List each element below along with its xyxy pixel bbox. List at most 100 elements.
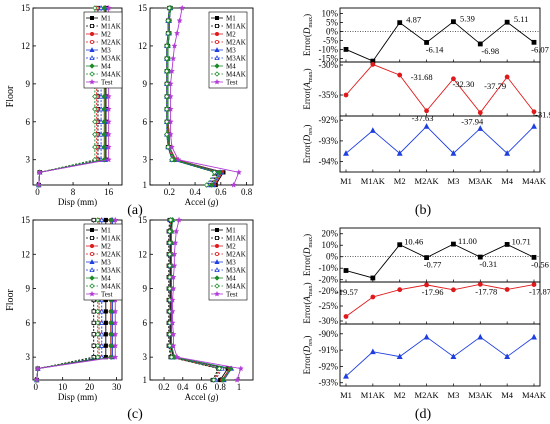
- a-accel-legend-label-m2ak: M2AK: [226, 39, 246, 47]
- a-accel-point-m4ak: [211, 169, 218, 176]
- c-disp-legend-marker: [90, 243, 95, 248]
- d-point-2: [370, 294, 376, 300]
- d-category-label: M2: [394, 390, 406, 400]
- b-point-2: [424, 108, 429, 114]
- a-disp-legend-label-m1: M1: [101, 15, 111, 23]
- d-point-1: [370, 275, 376, 281]
- b-ytick-label: -94%: [319, 157, 339, 167]
- c-disp-point-test: [34, 365, 41, 372]
- d-ytick-label: -20%: [319, 286, 339, 296]
- a-disp-point-m4: [101, 5, 107, 11]
- d-point-2: [397, 287, 403, 293]
- a-disp-legend-marker: [90, 23, 95, 28]
- c-disp-point-test: [112, 331, 119, 337]
- d-point-2: [343, 314, 349, 319]
- b-point-3: [477, 125, 484, 131]
- b-point-3: [423, 123, 430, 129]
- c-disp-point-m4ak: [94, 342, 101, 349]
- b-point-1: [477, 41, 483, 47]
- a-accel-point-m4ak: [163, 43, 170, 49]
- c-accel-legend-marker: [214, 251, 219, 256]
- d-category-label: M1: [340, 390, 352, 400]
- a-disp-xtick-label: 16: [104, 187, 114, 197]
- a-accel-point-m4ak: [169, 156, 175, 163]
- c-disp-point-m3ak: [99, 217, 105, 223]
- a-accel-xtick-label: 0.4: [189, 187, 201, 197]
- a-disp-xtick-label: 0: [35, 187, 40, 197]
- c-disp-legend-label-m2ak: M2AK: [101, 251, 121, 259]
- d-annotation: -0.56: [531, 259, 549, 269]
- c-disp-ytick-label: 6: [26, 318, 31, 328]
- c-accel-ytick-label: 1: [143, 375, 148, 385]
- c-disp-point-m1ak: [91, 320, 96, 325]
- c-accel-point-m4ak: [167, 217, 174, 223]
- c-accel-legend-label-m4: M4: [226, 275, 236, 283]
- a-accel-point-m4ak: [166, 5, 173, 11]
- a-disp-legend-marker: [90, 40, 95, 45]
- c-disp-point-m4ak: [94, 331, 101, 338]
- a-accel-ytick-label: 12: [138, 41, 147, 51]
- d-ytick-label: -91%: [319, 345, 339, 355]
- b-series-line-2: [345, 63, 535, 114]
- a-accel-legend-marker: [214, 15, 219, 20]
- b-point-1: [504, 19, 510, 25]
- a-accel-plot: 0.2 0.4 0.6 0.8 1 3 6 9 12 15 Accel (g): [138, 3, 254, 207]
- a-accel-point-m4: [209, 182, 215, 188]
- a-accel-point-m4ak: [163, 55, 170, 62]
- c-disp-point-test: [33, 376, 40, 383]
- a-accel-point-test: [167, 131, 174, 138]
- b-annotation: -37.79: [484, 81, 506, 91]
- a-disp-xtick-label: 8: [71, 187, 76, 197]
- d-series-line-2: [345, 283, 535, 317]
- c-disp-point-test: [112, 216, 119, 223]
- d-annotation: -17.96: [422, 287, 444, 297]
- a-accel-point-test: [170, 55, 177, 62]
- d-subplot-frame: [339, 227, 541, 283]
- a-accel-point-m4: [216, 169, 223, 176]
- c-disp-point-test: [112, 353, 119, 360]
- b-annotation: 5.39: [460, 14, 475, 24]
- d-point-2: [504, 287, 510, 292]
- b-point-3: [396, 150, 403, 156]
- b-point-2: [343, 92, 349, 98]
- c-disp-xlabel: Disp (mm): [58, 392, 97, 402]
- a-accel-legend-label-m4ak: M4AK: [226, 71, 246, 79]
- a-accel-legend-label-test: Test: [226, 79, 238, 87]
- c-disp-legend-marker: [90, 251, 95, 256]
- d-subplot-1: 20%10% 0%-10% -20% Error(Dmax) 10.46 -0.77 11.…: [302, 227, 549, 285]
- c-accel-ytick-label: 15: [138, 215, 148, 225]
- d-point-3: [531, 333, 537, 340]
- b-ytick-label: -93%: [319, 136, 339, 146]
- c-accel-point-m4ak: [168, 354, 175, 360]
- c-disp-point-test: [112, 319, 119, 326]
- a-disp-legend-label-m4: M4: [101, 63, 111, 71]
- d-ytick-label: 10%: [322, 240, 339, 250]
- a-disp-legend-marker: [89, 63, 95, 69]
- b-category-label: M3AK: [468, 176, 493, 186]
- c-disp-point-m1: [103, 217, 108, 223]
- a-accel-ytick-label: 9: [143, 79, 148, 89]
- b-category-label: M4AK: [522, 176, 547, 186]
- c-disp-point-m1ak: [91, 332, 96, 337]
- c-disp-point-m4ak: [94, 320, 101, 326]
- c-disp-point-m1: [103, 332, 108, 337]
- d-ytick-label: -25%: [319, 301, 339, 311]
- c-accel-legend-label-m1ak: M1AK: [226, 235, 246, 243]
- c-disp-legend-marker: [89, 259, 95, 265]
- c-accel-point-test: [169, 319, 176, 326]
- c-accel-legend-marker: [214, 290, 220, 297]
- a-accel-point-m4ak: [165, 17, 171, 24]
- c-accel-point-m4: [220, 377, 226, 383]
- a-accel-legend-label-m3: M3: [226, 47, 236, 55]
- c-disp-point-m3ak: [99, 331, 105, 337]
- c-accel-point-test: [171, 251, 178, 257]
- d-ytick-label: 20%: [322, 229, 339, 239]
- panel-label-d: (d): [415, 407, 432, 422]
- c-disp-point-m4ak: [94, 217, 101, 223]
- d-point-1: [397, 242, 403, 248]
- b-subplot-frame: [339, 61, 541, 117]
- c-accel-legend-label-m2ak: M2AK: [226, 251, 246, 259]
- a-disp-legend-marker: [89, 55, 95, 60]
- panel-label-a: (a): [127, 203, 143, 218]
